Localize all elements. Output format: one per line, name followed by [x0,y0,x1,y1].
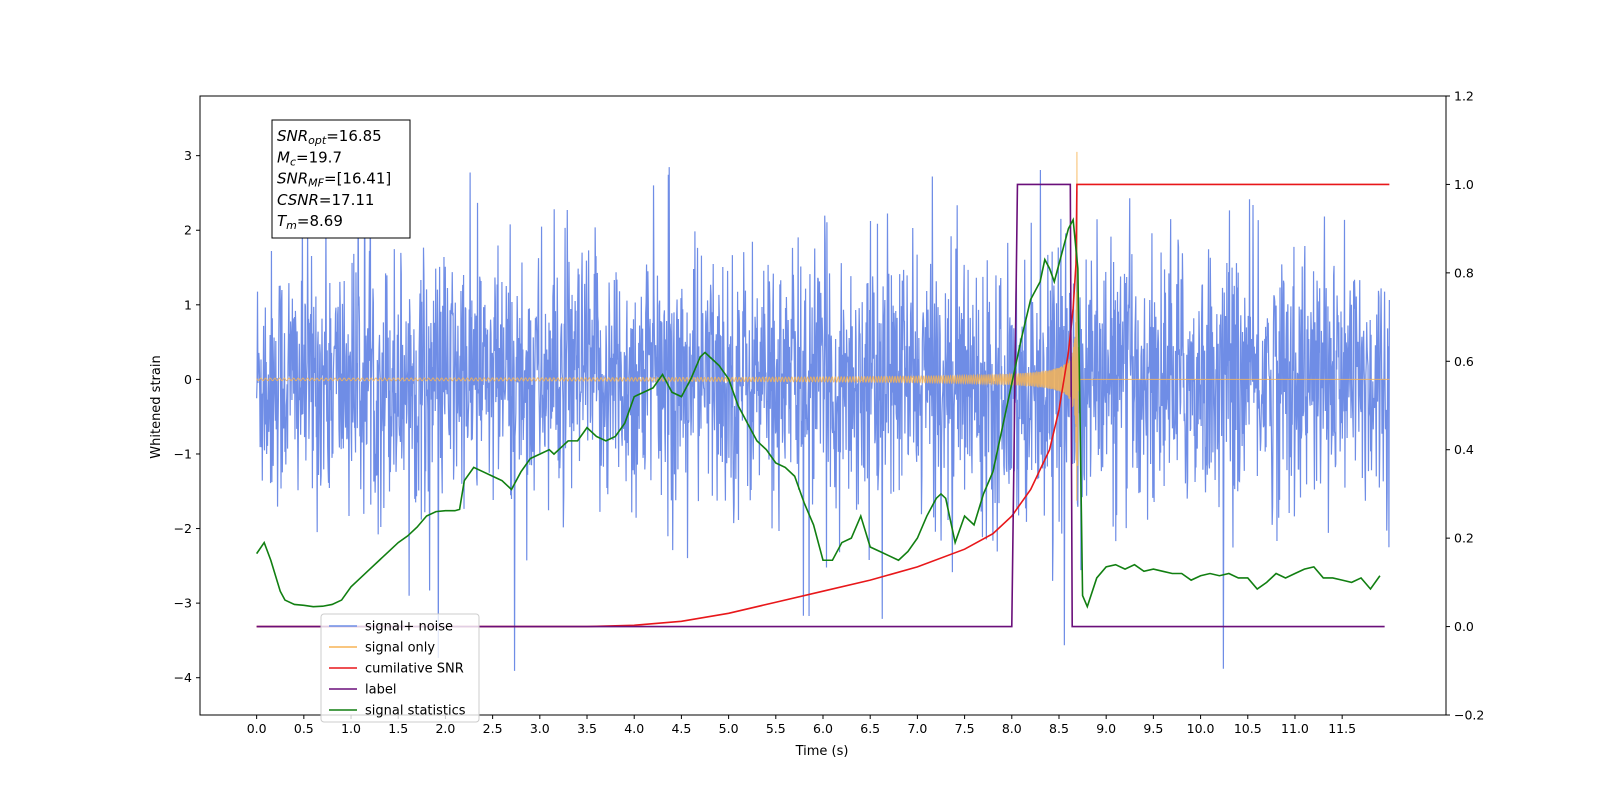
y-tick-label-0: 3 [184,148,192,163]
annotation-line-1: Mc=19.7 [277,148,342,168]
legend-label-0: signal+ noise [365,620,453,635]
x-axis-label: Time (s) [795,744,849,759]
x-tick-label-14: 7.0 [907,721,927,736]
y2-tick-label-4: 0.4 [1454,442,1474,457]
annotation-frame [271,119,411,239]
y-axis-left: 3 2 1 0 −1 −2 −3 −4 [174,148,200,685]
x-tick-label-22: 11.0 [1281,721,1309,736]
x-tick-label-18: 9.0 [1096,721,1116,736]
x-tick-label-20: 10.0 [1187,721,1215,736]
y2-tick-label-2: 0.8 [1454,265,1474,280]
x-tick-label-3: 1.5 [388,721,408,736]
y-tick-label-4: −1 [174,446,192,461]
x-tick-label-19: 9.5 [1143,721,1163,736]
right-axis-series [255,183,1390,628]
y2-tick-label-3: 0.6 [1454,354,1474,369]
y-tick-label-1: 2 [184,223,192,238]
snr-annotation-box: SNRopt=16.85Mc=19.7SNRMF=[16.41]CSNR=17.… [271,119,411,239]
x-tick-label-4: 2.0 [435,721,455,736]
x-tick-label-7: 3.5 [577,721,597,736]
x-tick-label-12: 6.0 [813,721,833,736]
x-tick-label-16: 8.0 [1002,721,1022,736]
legend-label-4: signal statistics [365,704,466,719]
x-tick-label-21: 10.5 [1234,721,1262,736]
x-tick-label-13: 6.5 [860,721,880,736]
x-tick-label-15: 7.5 [955,721,975,736]
signal-noise-series [256,119,1390,671]
y2-tick-label-1: 1.0 [1454,177,1474,192]
legend-label-1: signal only [365,641,435,656]
y2-tick-label-6: 0.0 [1454,619,1474,634]
legend-frame [320,613,480,723]
legend: signal+ noise signal only cumilative SNR la… [320,613,480,723]
legend-label-2: cumilative SNR [365,662,464,677]
y-tick-label-2: 1 [184,297,192,312]
y-tick-label-6: −3 [174,596,192,611]
x-tick-label-10: 5.0 [719,721,739,736]
x-tick-label-1: 0.5 [294,721,314,736]
x-tick-label-8: 4.0 [624,721,644,736]
x-tick-label-17: 8.5 [1049,721,1069,736]
x-tick-label-5: 2.5 [483,721,503,736]
x-tick-label-11: 5.5 [766,721,786,736]
y-tick-label-7: −4 [174,670,192,685]
x-axis: 0.0 0.5 1.0 1.5 2.0 2.5 3.0 3.5 4.0 4.5 5.0 5.5 6.0 6… [247,715,1356,736]
y-axis-right: 1.2 1.0 0.8 0.6 0.4 0.2 0.0 −0.2 [1446,89,1484,723]
series-line-label [256,183,1385,628]
x-tick-label-0: 0.0 [247,721,267,736]
annotation-line-0: SNRopt=16.85 [277,127,382,147]
signal-only-line [256,151,1390,501]
y2-tick-label-0: 1.2 [1454,89,1474,104]
x-tick-label-6: 3.0 [530,721,550,736]
annotation-line-3: CSNR=17.11 [277,191,374,209]
x-tick-label-9: 4.5 [671,721,691,736]
y-axis-label: Whitened strain [149,355,164,458]
legend-label-3: label [365,683,396,698]
y-tick-label-5: −2 [174,521,192,536]
y2-tick-label-7: −0.2 [1454,708,1484,723]
y2-tick-label-5: 0.2 [1454,531,1474,546]
annotation-line-4: Tm=8.69 [277,212,343,232]
signal-noise-line [256,119,1390,671]
series-line-cumilative-snr [256,183,1390,628]
y-tick-label-3: 0 [184,372,192,387]
signal-only-series [256,151,1390,501]
series-line-signal-statistics [255,217,1381,609]
x-tick-label-23: 11.5 [1328,721,1356,736]
x-tick-label-2: 1.0 [341,721,361,736]
annotation-line-2: SNRMF=[16.41] [277,170,391,190]
